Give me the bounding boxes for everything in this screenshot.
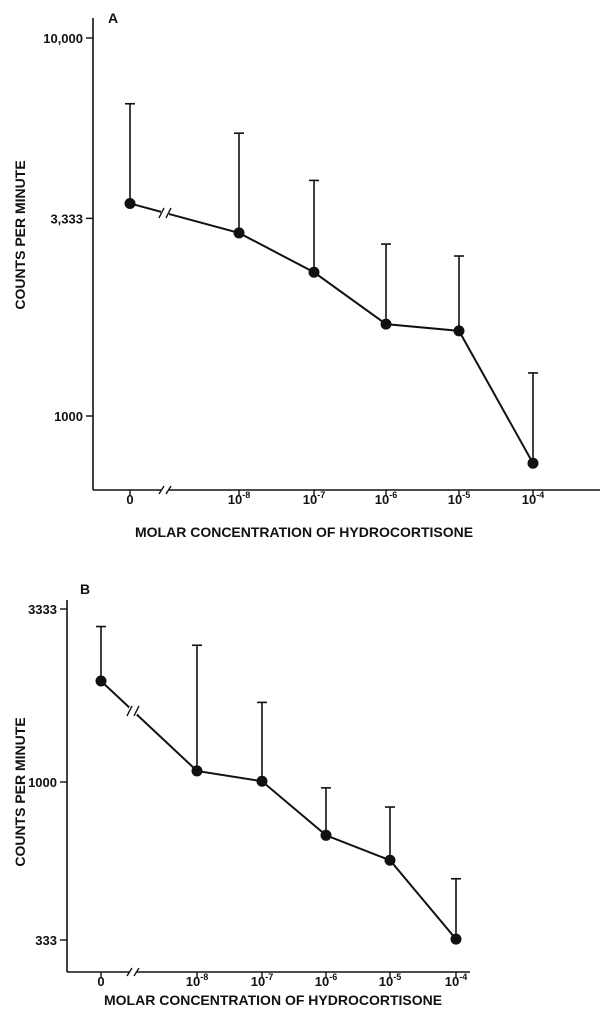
x-tick-label-a: 0 <box>126 492 133 507</box>
x-tick-label-b: 10-8 <box>186 972 208 989</box>
data-point-b <box>384 854 396 866</box>
x-tick-label-b: 10-5 <box>379 972 401 989</box>
y-tick-label-b: 333 <box>35 933 57 948</box>
panel-letter-b: B <box>80 581 90 597</box>
x-tick-label-b: 10-7 <box>251 972 273 989</box>
error-bar-b <box>451 877 461 940</box>
data-point-b <box>191 765 203 777</box>
data-point-a <box>453 325 465 337</box>
x-axis-break-a <box>158 485 172 495</box>
x-tick-label-b: 10-6 <box>315 972 337 989</box>
data-point-a <box>527 457 539 469</box>
x-axis-title-a: MOLAR CONCENTRATION OF HYDROCORTISONE <box>135 524 473 540</box>
x-tick-label-a: 10-5 <box>448 490 470 507</box>
panel-letter-a: A <box>108 10 118 26</box>
y-tick-label-b: 3333 <box>28 602 57 617</box>
y-axis-title-a: COUNTS PER MINUTE <box>12 160 28 309</box>
error-bar-a <box>234 132 244 233</box>
data-point-b <box>320 829 332 841</box>
y-tick-label-a: 1000 <box>54 409 83 424</box>
series-line-b <box>100 680 457 940</box>
series-line-a <box>129 202 534 464</box>
error-bar-a <box>454 255 464 331</box>
error-bar-b <box>96 625 106 681</box>
x-tick-label-a: 10-4 <box>522 490 544 507</box>
error-bar-a <box>381 243 391 325</box>
data-point-b <box>256 775 268 787</box>
error-bar-b <box>192 644 202 771</box>
error-bar-b <box>257 701 267 782</box>
error-bar-b <box>385 806 395 861</box>
x-tick-label-a: 10-6 <box>375 490 397 507</box>
y-tick-label-a: 10,000 <box>43 31 83 46</box>
y-tick-label-a: 3,333 <box>50 211 83 226</box>
y-axis-title-b: COUNTS PER MINUTE <box>12 717 28 866</box>
data-point-a <box>233 227 245 239</box>
x-tick-label-b: 10-4 <box>445 972 467 989</box>
x-tick-label-b: 0 <box>97 974 104 989</box>
error-bar-a <box>309 179 319 273</box>
error-bar-b <box>321 787 331 836</box>
x-tick-label-a: 10-7 <box>303 490 325 507</box>
x-tick-label-a: 10-8 <box>228 490 250 507</box>
data-point-b <box>95 675 107 687</box>
data-point-a <box>380 318 392 330</box>
x-axis-title-b: MOLAR CONCENTRATION OF HYDROCORTISONE <box>104 992 442 1008</box>
y-tick-label-b: 1000 <box>28 775 57 790</box>
series-break-a <box>158 207 172 219</box>
chart-panel-b: B 3333 1000 333 0 10-8 10-7 10-6 10-5 10-4 MOLA… <box>12 581 470 1008</box>
error-bar-a <box>528 372 538 464</box>
data-point-a <box>124 197 136 209</box>
data-point-b <box>450 933 462 945</box>
series-break-b <box>126 705 140 717</box>
error-bar-a <box>125 102 135 204</box>
data-point-a <box>308 266 320 278</box>
x-axis-break-b <box>126 967 140 977</box>
